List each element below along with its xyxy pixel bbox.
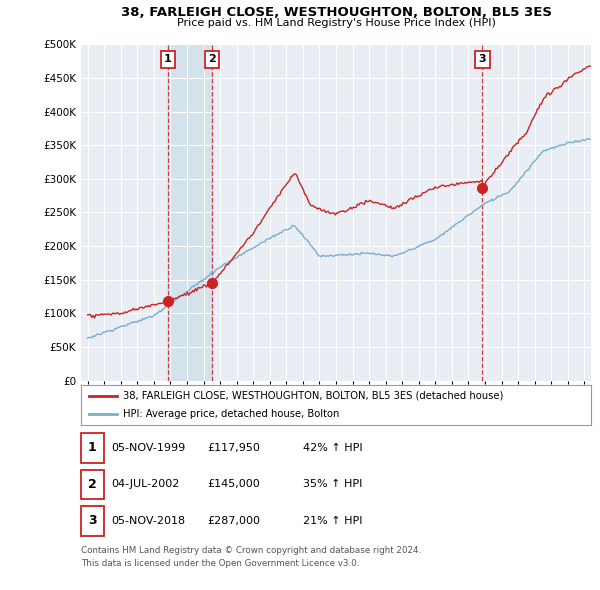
Text: £145,000: £145,000 xyxy=(207,480,260,489)
Text: 04-JUL-2002: 04-JUL-2002 xyxy=(111,480,179,489)
Text: HPI: Average price, detached house, Bolton: HPI: Average price, detached house, Bolt… xyxy=(123,408,339,418)
Text: 1: 1 xyxy=(88,441,97,454)
Text: 3: 3 xyxy=(479,54,486,64)
Text: 1: 1 xyxy=(164,54,172,64)
Text: 05-NOV-1999: 05-NOV-1999 xyxy=(111,443,185,453)
Text: 3: 3 xyxy=(88,514,97,527)
Text: Price paid vs. HM Land Registry's House Price Index (HPI): Price paid vs. HM Land Registry's House … xyxy=(176,18,496,28)
Bar xyxy=(168,44,212,381)
Text: Contains HM Land Registry data © Crown copyright and database right 2024.: Contains HM Land Registry data © Crown c… xyxy=(81,546,421,555)
Text: 38, FARLEIGH CLOSE, WESTHOUGHTON, BOLTON, BL5 3ES: 38, FARLEIGH CLOSE, WESTHOUGHTON, BOLTON… xyxy=(121,6,551,19)
Text: 05-NOV-2018: 05-NOV-2018 xyxy=(111,516,185,526)
Text: 38, FARLEIGH CLOSE, WESTHOUGHTON, BOLTON, BL5 3ES (detached house): 38, FARLEIGH CLOSE, WESTHOUGHTON, BOLTON… xyxy=(123,391,503,401)
Text: 21% ↑ HPI: 21% ↑ HPI xyxy=(303,516,362,526)
Text: 2: 2 xyxy=(88,478,97,491)
Text: 2: 2 xyxy=(208,54,215,64)
Text: £287,000: £287,000 xyxy=(207,516,260,526)
Text: This data is licensed under the Open Government Licence v3.0.: This data is licensed under the Open Gov… xyxy=(81,559,359,568)
Text: £117,950: £117,950 xyxy=(207,443,260,453)
Text: 42% ↑ HPI: 42% ↑ HPI xyxy=(303,443,362,453)
Text: 35% ↑ HPI: 35% ↑ HPI xyxy=(303,480,362,489)
